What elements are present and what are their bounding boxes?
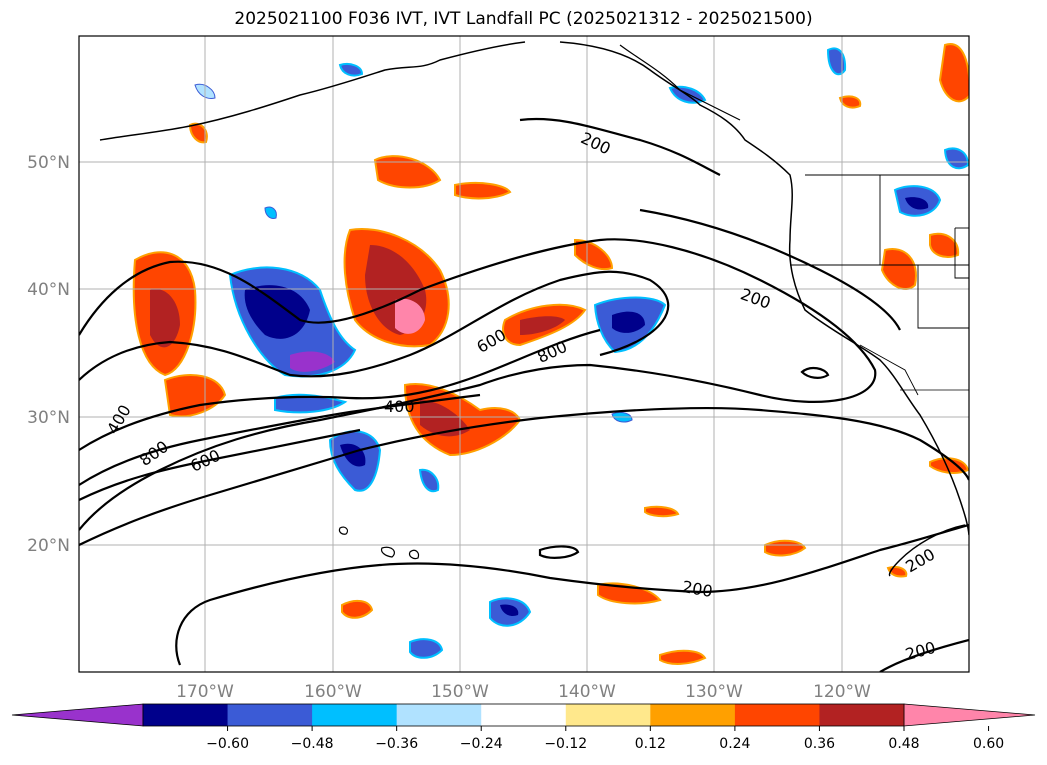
colorbar-tick-label: −0.48 — [291, 736, 334, 752]
colorbar-tick-label: 0.12 — [635, 736, 666, 752]
colorbar-segment — [227, 704, 313, 726]
latitude-labels: 50°N 40°N 30°N 20°N — [27, 153, 70, 556]
lon-label: 160°W — [304, 682, 362, 702]
negative-anomaly-regions — [194, 47, 969, 659]
lon-label: 130°W — [685, 682, 743, 702]
colorbar-tick-label: −0.36 — [375, 736, 418, 752]
map-background — [79, 36, 969, 672]
longitude-labels: 170°W 160°W 150°W 140°W 130°W 120°W — [176, 682, 871, 702]
colorbar-segment — [481, 704, 567, 726]
lon-label: 120°W — [813, 682, 871, 702]
colorbar: −0.60 −0.48 −0.36 −0.24 −0.12 0.12 0.24 0.36 0.4… — [11, 703, 1036, 752]
lat-label: 40°N — [27, 280, 70, 300]
colorbar-left-extension — [11, 703, 144, 727]
colorbar-tick-label: −0.24 — [460, 736, 503, 752]
colorbar-segment — [819, 704, 905, 726]
map-frame — [78, 35, 970, 673]
ivt-contours — [79, 117, 969, 672]
lat-label: 30°N — [27, 408, 70, 428]
colorbar-tick-label: −0.12 — [544, 736, 587, 752]
gridlines — [79, 36, 969, 672]
lon-label: 150°W — [431, 682, 489, 702]
colorbar-tick-label: 0.48 — [888, 736, 919, 752]
colorbar-frame — [142, 703, 905, 727]
contour-label: 400 — [384, 397, 415, 416]
colorbar-segment — [650, 704, 736, 726]
colorbar-tick-label: 0.24 — [719, 736, 750, 752]
map-title: 2025021100 F036 IVT, IVT Landfall PC (20… — [234, 9, 813, 29]
colorbar-segment — [312, 704, 398, 726]
colorbar-segment — [143, 704, 229, 726]
colorbar-right-extension — [903, 703, 1036, 727]
colorbar-segment — [734, 704, 820, 726]
state-borders — [790, 174, 969, 396]
lon-label: 170°W — [176, 682, 234, 702]
lat-label: 20°N — [27, 536, 70, 556]
colorbar-segment — [396, 704, 482, 726]
positive-anomaly-regions — [132, 43, 969, 665]
lon-label: 140°W — [558, 682, 616, 702]
colorbar-segment — [565, 704, 651, 726]
colorbar-tick-label: 0.36 — [804, 736, 835, 752]
colorbar-tick-label: 0.60 — [973, 736, 1004, 752]
colorbar-tick-label: −0.60 — [206, 736, 249, 752]
lat-label: 50°N — [27, 153, 70, 173]
